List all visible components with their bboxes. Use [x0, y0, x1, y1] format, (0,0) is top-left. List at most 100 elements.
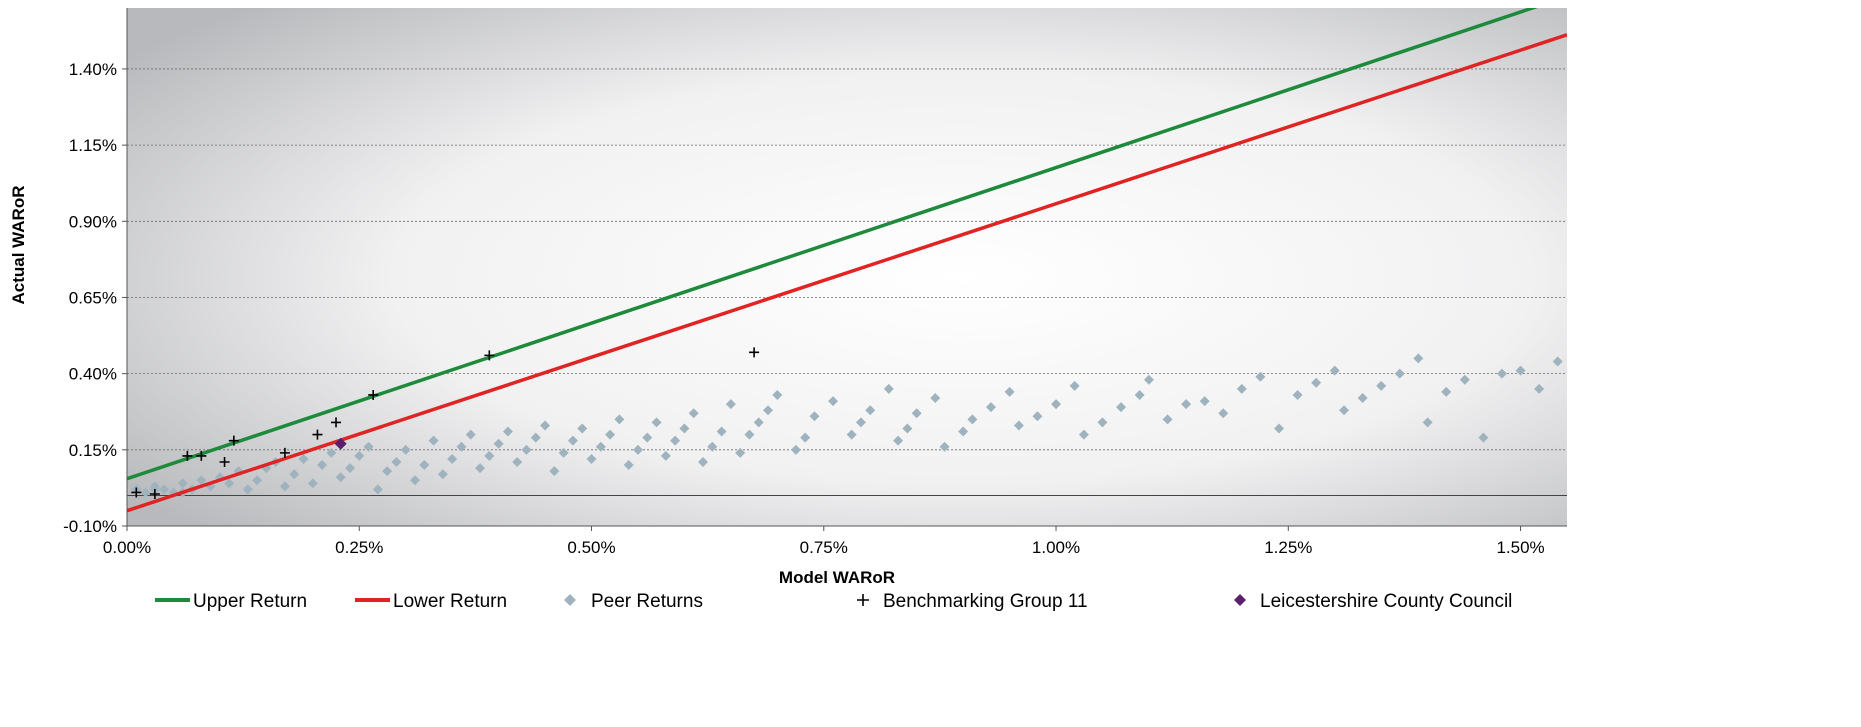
peer-return-point [1822, 350, 1832, 360]
peer-return-point [475, 463, 486, 474]
peer-return-point [1590, 393, 1600, 403]
peer-return-point [632, 444, 643, 455]
peer-return-point [893, 435, 904, 446]
series-layer [127, 8, 1851, 513]
peer-return-point [1162, 414, 1173, 425]
legend-label-benchmarking-group: Benchmarking Group 11 [883, 591, 1088, 612]
peer-return-point [1199, 396, 1210, 407]
peer-return-point [1748, 338, 1758, 348]
peer-return-point [1413, 353, 1424, 364]
peer-return-point [855, 417, 866, 428]
peer-return-point [865, 405, 876, 416]
peer-return-point [1552, 356, 1563, 367]
peer-return-point [1841, 332, 1851, 342]
peer-return-point [567, 435, 578, 446]
peer-return-point [707, 441, 718, 452]
peer-return-point [1292, 389, 1303, 400]
benchmark-point [484, 350, 495, 361]
peer-return-point [577, 423, 588, 434]
peer-return-point [279, 481, 290, 492]
peer-return-point [1116, 402, 1127, 413]
peer-return-point [372, 484, 383, 495]
peer-return-point [1339, 405, 1350, 416]
peer-return-point [1701, 353, 1711, 363]
peer-return-point [437, 469, 448, 480]
legend: Upper Return Lower Return Peer Returns B… [155, 591, 1512, 612]
peer-return-point [883, 383, 894, 394]
peer-return-point [688, 408, 699, 419]
peer-return-point [465, 429, 476, 440]
legend-swatch-leicestershire [1234, 594, 1246, 606]
plot-area [127, 8, 1567, 526]
peer-return-point [224, 478, 235, 489]
peer-return-point [1357, 393, 1368, 404]
peer-return-point [716, 426, 727, 437]
peer-return-point [540, 420, 551, 431]
y-tick-label: 0.40% [69, 365, 117, 384]
y-tick-label: 0.15% [69, 441, 117, 460]
peer-return-point [1608, 360, 1618, 370]
x-tick-label: 1.25% [1264, 538, 1312, 557]
peer-return-point [744, 429, 755, 440]
y-tick-label: 1.40% [69, 60, 117, 79]
legend-swatch-benchmarking-group [857, 594, 869, 606]
benchmark-point [149, 489, 160, 500]
peer-return-point [1013, 420, 1024, 431]
peer-return-point [967, 414, 978, 425]
y-ticks: -0.10% 0.15% 0.40% 0.65% 0.90% 1.15% 1.40% [63, 60, 127, 536]
legend-label-upper-return: Upper Return [193, 591, 307, 612]
peer-return-point [614, 414, 625, 425]
peer-return-point [846, 429, 857, 440]
peer-return-point [252, 475, 263, 486]
peer-return-point [1236, 383, 1247, 394]
upper-return-line [127, 8, 1538, 481]
peer-return-point [354, 450, 365, 461]
peer-return-point [1459, 374, 1470, 385]
peer-return-point [595, 441, 606, 452]
peer-return-point [828, 396, 839, 407]
y-tick-label: -0.10% [63, 517, 117, 536]
benchmark-point [749, 347, 760, 358]
benchmark-point [228, 435, 239, 446]
peer-return-point [725, 399, 736, 410]
x-tick-label: 1.00% [1032, 538, 1080, 557]
peer-return-point [1515, 365, 1526, 376]
legend-item-benchmarking-group: Benchmarking Group 11 [857, 591, 1088, 612]
x-tick-label: 1.50% [1496, 538, 1544, 557]
legend-label-lower-return: Lower Return [393, 591, 507, 612]
peer-return-point [586, 453, 597, 464]
x-tick-label: 0.00% [103, 538, 151, 557]
peer-return-point [428, 435, 439, 446]
peer-return-point [400, 444, 411, 455]
legend-item-lower-return: Lower Return [355, 591, 507, 612]
peer-return-point [958, 426, 969, 437]
benchmark-point [131, 487, 142, 498]
peer-return-point [1478, 432, 1489, 443]
peer-return-point [1218, 408, 1229, 419]
peer-return-point [763, 405, 774, 416]
x-axis-title: Model WARoR [779, 568, 895, 587]
peer-return-point [298, 453, 309, 464]
peer-return-point [344, 463, 355, 474]
peer-return-point [159, 484, 170, 495]
peer-return-point [642, 432, 653, 443]
x-ticks: 0.00% 0.25% 0.50% 0.75% 1.00% 1.25% 1.50% [103, 526, 1545, 557]
peer-return-point [1496, 368, 1507, 379]
peer-return-point [1376, 380, 1387, 391]
benchmark-point [368, 389, 379, 400]
peer-return-point [670, 435, 681, 446]
peer-return-point [1181, 399, 1192, 410]
peer-return-point [391, 457, 402, 468]
legend-label-leicestershire: Leicestershire County Council [1260, 591, 1512, 612]
peer-return-point [1776, 341, 1786, 351]
peer-return-point [242, 484, 253, 495]
x-tick-label: 0.75% [800, 538, 848, 557]
peer-return-point [1255, 371, 1266, 382]
peer-return-point [623, 460, 634, 471]
peer-return-point [1571, 344, 1581, 354]
benchmark-point [312, 429, 323, 440]
gridlines [127, 68, 1567, 451]
peer-return-point [651, 417, 662, 428]
peer-return-point [1274, 423, 1284, 434]
peer-return-point [410, 475, 420, 486]
